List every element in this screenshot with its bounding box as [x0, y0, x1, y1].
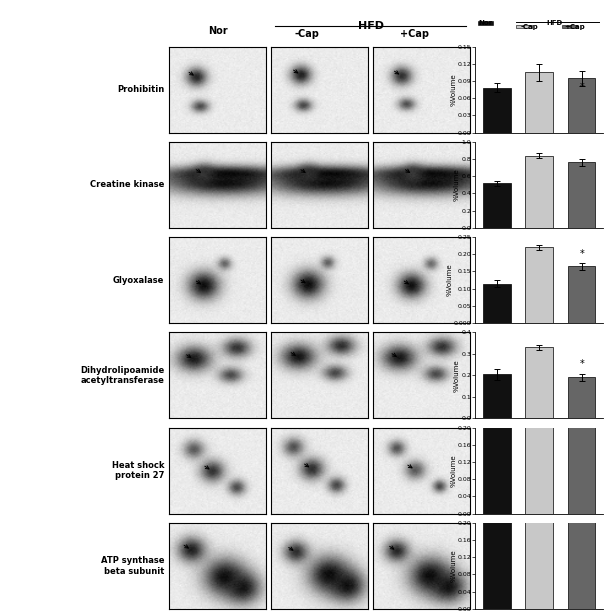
- Text: *: *: [579, 0, 584, 2]
- Y-axis label: %Volume: %Volume: [450, 550, 456, 582]
- Bar: [568, 126, 596, 514]
- Text: Dihydrolipoamide
acetyltransferase: Dihydrolipoamide acetyltransferase: [80, 366, 164, 385]
- Text: +Cap: +Cap: [400, 29, 429, 39]
- Bar: [568, 378, 596, 418]
- Bar: [568, 49, 596, 609]
- Bar: [568, 266, 596, 323]
- Text: ATP synthase
beta subunit: ATP synthase beta subunit: [100, 556, 164, 576]
- Bar: [526, 347, 553, 418]
- Bar: [483, 183, 510, 228]
- Bar: [483, 0, 510, 609]
- Text: Creatine kinase: Creatine kinase: [90, 180, 164, 189]
- Text: +Cap: +Cap: [565, 24, 585, 30]
- Bar: [483, 88, 510, 133]
- Bar: [562, 25, 577, 28]
- Text: Heat shock
protein 27: Heat shock protein 27: [111, 461, 164, 480]
- Y-axis label: %Volume: %Volume: [454, 169, 460, 201]
- Bar: [526, 73, 553, 133]
- Bar: [568, 78, 596, 133]
- Text: *: *: [579, 359, 584, 369]
- Text: *: *: [579, 248, 584, 258]
- Bar: [526, 156, 553, 228]
- Bar: [478, 22, 493, 25]
- Bar: [526, 0, 553, 514]
- Bar: [526, 243, 553, 609]
- Text: *: *: [579, 82, 584, 92]
- Bar: [483, 284, 510, 323]
- Bar: [568, 162, 596, 228]
- Text: HFD: HFD: [358, 22, 384, 31]
- Bar: [526, 247, 553, 323]
- Text: Prohibitin: Prohibitin: [117, 85, 164, 94]
- Y-axis label: %Volume: %Volume: [450, 73, 456, 106]
- Text: -Cap: -Cap: [295, 29, 320, 39]
- Y-axis label: %Volume: %Volume: [454, 359, 460, 392]
- Y-axis label: %Volume: %Volume: [450, 454, 456, 487]
- Text: Nor: Nor: [479, 20, 493, 26]
- Bar: [516, 25, 532, 28]
- Text: HFD: HFD: [546, 20, 563, 26]
- Y-axis label: %Volume: %Volume: [446, 264, 452, 296]
- Text: Nor: Nor: [208, 26, 228, 36]
- Bar: [483, 23, 510, 514]
- Bar: [483, 375, 510, 418]
- Text: Glyoxalase: Glyoxalase: [113, 276, 164, 285]
- Text: -Cap: -Cap: [520, 24, 538, 30]
